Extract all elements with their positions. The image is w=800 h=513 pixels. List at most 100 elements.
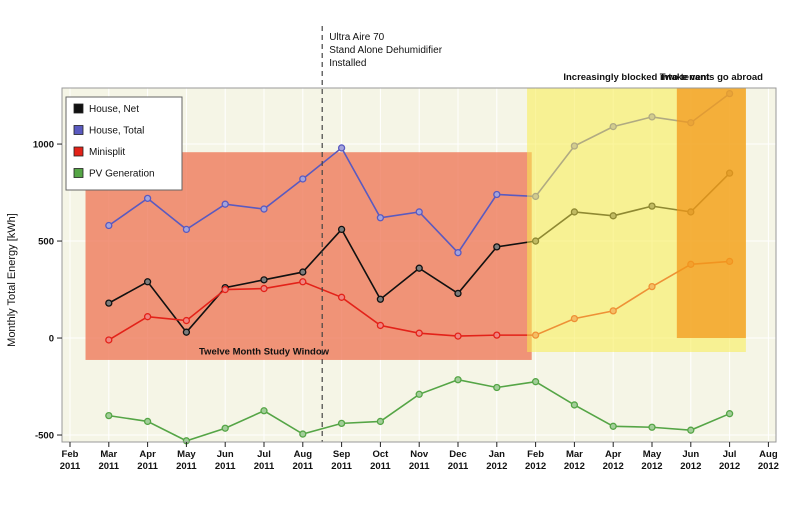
series-point-minisplit (260, 284, 268, 293)
series-point-pv-generation (454, 376, 462, 384)
series-point-house-total (376, 214, 385, 222)
series-point-minisplit (337, 293, 346, 301)
x-tick-label-month: Jul (257, 449, 271, 460)
series-point-house-total (299, 175, 307, 183)
region-label-blocked-vent: Increasingly blocked intake vent (563, 72, 710, 83)
x-tick-label-year: 2012 (719, 461, 740, 472)
x-tick-label-year: 2011 (215, 461, 236, 472)
series-point-pv-generation (648, 423, 656, 431)
x-tick-label-month: Apr (139, 449, 156, 460)
x-tick-label-year: 2012 (758, 461, 779, 472)
x-tick-label-year: 2012 (680, 461, 701, 472)
x-tick-label-year: 2012 (486, 461, 507, 472)
x-tick-label-month: May (643, 449, 662, 460)
x-tick-label-year: 2011 (137, 461, 158, 472)
y-axis-label: Monthly Total Energy [kWh] (6, 213, 18, 347)
legend-swatch-minisplit (73, 146, 84, 157)
x-tick-label-year: 2011 (254, 461, 275, 472)
x-tick-label-year: 2012 (641, 461, 662, 472)
x-tick-label-month: Aug (759, 449, 778, 460)
series-point-house-total (415, 208, 423, 216)
series-point-house-total (493, 190, 501, 199)
region-label-study-window: Twelve Month Study Window (199, 347, 330, 358)
region-tenants-abroad (676, 88, 746, 339)
x-tick-label-month: Jan (489, 449, 506, 460)
series-point-minisplit (299, 278, 307, 286)
x-tick-label-year: 2012 (564, 461, 585, 472)
series-point-house-net (299, 268, 307, 276)
x-tick-label-month: Feb (527, 449, 544, 460)
series-point-house-net (454, 289, 462, 298)
x-tick-label-month: Jul (723, 449, 737, 460)
y-tick-label: 1000 (33, 140, 54, 151)
series-point-pv-generation (687, 426, 695, 434)
x-tick-label-month: May (177, 449, 196, 460)
series-point-pv-generation (105, 411, 113, 420)
series-point-minisplit (454, 332, 462, 340)
x-tick-label-year: 2011 (292, 461, 313, 472)
series-point-pv-generation (143, 417, 152, 426)
x-tick-label-month: Mar (566, 449, 583, 460)
x-tick-label-year: 2011 (60, 461, 81, 472)
x-tick-label-year: 2011 (98, 461, 119, 472)
legend-swatch-pv-generation (73, 168, 84, 178)
x-tick-label-year: 2011 (331, 461, 352, 472)
series-point-house-total (221, 200, 229, 208)
legend-label-minisplit: Minisplit (89, 147, 125, 158)
x-tick-label-year: 2011 (409, 461, 430, 472)
series-point-pv-generation (493, 383, 501, 392)
x-tick-label-month: Jun (217, 449, 234, 460)
x-tick-label-year: 2011 (176, 461, 197, 472)
x-tick-label-month: Sep (333, 449, 351, 460)
series-point-minisplit (376, 321, 385, 330)
legend-label-pv-generation: PV Generation (89, 169, 155, 180)
series-point-house-total (260, 205, 268, 213)
x-tick-label-year: 2012 (603, 461, 624, 472)
x-tick-label-year: 2012 (525, 461, 546, 472)
chart-layers: Twelve Month Study Window Increasingly bl… (33, 26, 779, 472)
series-point-house-total (454, 249, 462, 257)
series-point-house-net (337, 225, 346, 234)
x-tick-label-month: Apr (605, 449, 622, 460)
x-tick-label-month: Aug (294, 449, 313, 460)
series-point-minisplit (182, 316, 191, 325)
y-tick-label: 500 (38, 237, 54, 248)
series-point-house-total (105, 221, 113, 230)
series-point-house-net (105, 299, 113, 307)
series-point-pv-generation (221, 424, 229, 432)
x-tick-label-month: Mar (100, 449, 117, 460)
y-tick-label: -500 (35, 431, 54, 442)
x-tick-label-year: 2011 (370, 461, 391, 472)
series-point-house-total (143, 194, 152, 203)
x-tick-label-month: Feb (62, 449, 79, 460)
series-point-minisplit (415, 329, 423, 337)
series-point-house-net (415, 264, 423, 272)
series-point-pv-generation (376, 417, 385, 426)
series-point-pv-generation (531, 378, 540, 386)
region-label-tenants-abroad: Two tenants go abroad (660, 72, 763, 83)
series-point-pv-generation (260, 407, 268, 415)
series-point-house-total (337, 144, 346, 152)
series-point-pv-generation (299, 430, 307, 438)
legend-label-house-total: House, Total (89, 126, 144, 137)
series-point-house-net (376, 295, 385, 303)
legend-label-house-net: House, Net (89, 104, 139, 115)
series-point-minisplit (221, 285, 229, 294)
y-tick-label: 0 (49, 334, 54, 345)
series-point-pv-generation (415, 390, 423, 398)
series-point-pv-generation (570, 401, 579, 409)
dehumidifier-install-label: Ultra Aire 70 (329, 32, 384, 43)
dehumidifier-install-label: Installed (329, 58, 366, 69)
legend-swatch-house-net (73, 103, 84, 114)
dehumidifier-install-label: Stand Alone Dehumidifier (329, 45, 443, 56)
x-tick-label-month: Nov (410, 449, 429, 460)
series-point-minisplit (105, 336, 113, 344)
series-point-house-net (260, 276, 268, 284)
series-point-pv-generation (337, 419, 346, 428)
series-point-pv-generation (609, 422, 617, 430)
series-point-house-net (493, 243, 501, 251)
series-point-house-net (182, 328, 191, 336)
series-point-house-net (143, 278, 152, 286)
